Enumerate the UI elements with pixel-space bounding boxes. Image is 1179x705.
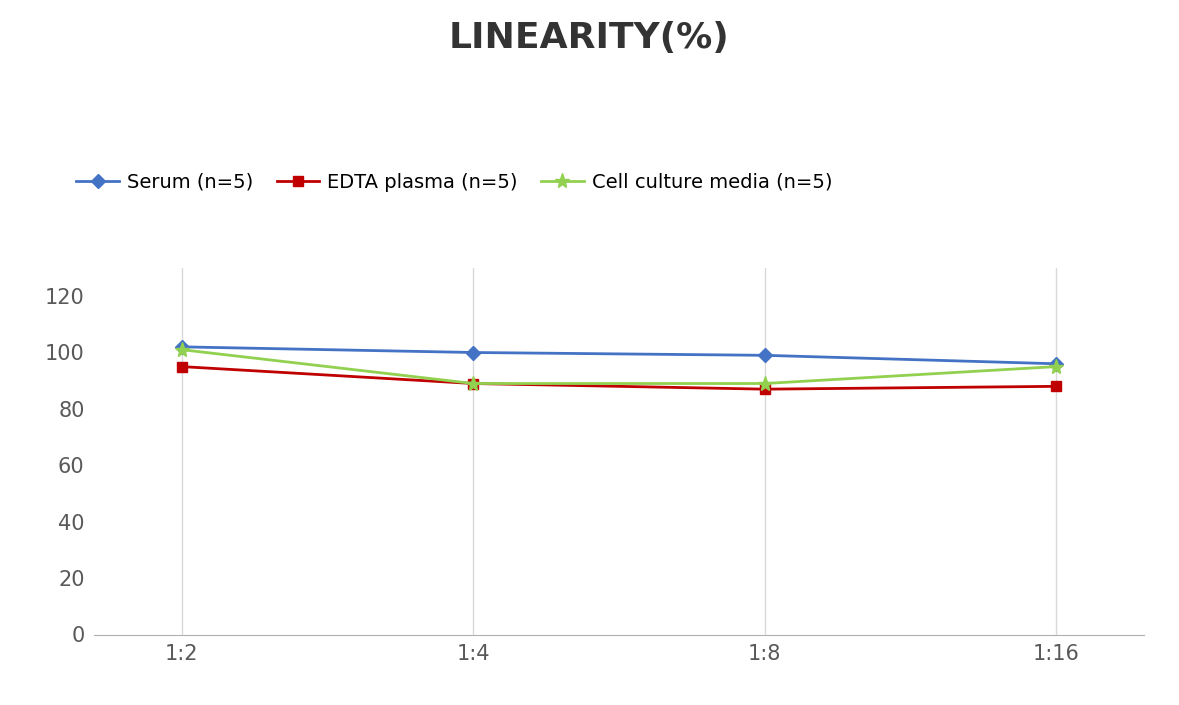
Serum (n=5) <box>1049 360 1063 368</box>
Cell culture media (n=5) <box>174 345 189 354</box>
Line: Serum (n=5): Serum (n=5) <box>177 342 1061 369</box>
Legend: Serum (n=5), EDTA plasma (n=5), Cell culture media (n=5): Serum (n=5), EDTA plasma (n=5), Cell cul… <box>68 165 839 200</box>
Serum (n=5) <box>466 348 480 357</box>
Cell culture media (n=5) <box>466 379 480 388</box>
Serum (n=5) <box>758 351 772 360</box>
Cell culture media (n=5) <box>1049 362 1063 371</box>
Text: LINEARITY(%): LINEARITY(%) <box>449 21 730 55</box>
Line: EDTA plasma (n=5): EDTA plasma (n=5) <box>177 362 1061 394</box>
EDTA plasma (n=5) <box>466 379 480 388</box>
EDTA plasma (n=5) <box>1049 382 1063 391</box>
Line: Cell culture media (n=5): Cell culture media (n=5) <box>174 342 1063 391</box>
Cell culture media (n=5) <box>758 379 772 388</box>
EDTA plasma (n=5) <box>174 362 189 371</box>
EDTA plasma (n=5) <box>758 385 772 393</box>
Serum (n=5) <box>174 343 189 351</box>
